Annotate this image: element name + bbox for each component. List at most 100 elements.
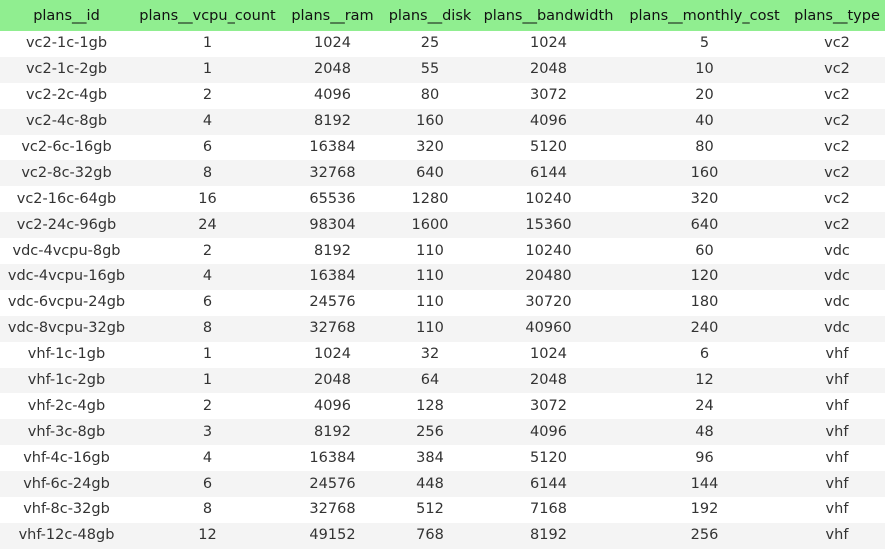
cell-plan-id: vhf-1c-2gb <box>27 372 106 389</box>
cell-ram: 2048 <box>314 372 351 389</box>
cell-bandwidth: 2048 <box>530 61 567 78</box>
cell-monthly-cost: 240 <box>690 320 719 337</box>
cell-monthly-cost: 48 <box>695 423 714 440</box>
cell-plan-id: vhf-12c-48gb <box>18 527 115 544</box>
cell-ram: 16384 <box>309 449 356 466</box>
table-row[interactable]: vhf-6c-24gb 6 24576 448 6144 144 vhf <box>0 471 885 498</box>
cell-bandwidth: 6144 <box>530 475 567 492</box>
cell-disk: 448 <box>416 475 444 492</box>
cell-bandwidth: 3072 <box>530 397 567 414</box>
cell-ram: 1024 <box>314 35 351 52</box>
cell-type: vc2 <box>824 164 850 181</box>
cell-vcpu-count: 8 <box>202 501 213 518</box>
cell-vcpu-count: 2 <box>202 87 213 104</box>
cell-bandwidth: 4096 <box>530 113 567 130</box>
cell-ram: 24576 <box>309 475 356 492</box>
table-row[interactable]: vhf-8c-32gb 8 32768 512 7168 192 vhf <box>0 497 885 523</box>
column-header-plans-monthly-cost[interactable]: plans__monthly_cost <box>629 7 780 24</box>
cell-vcpu-count: 1 <box>202 35 213 52</box>
cell-type: vhf <box>825 372 849 389</box>
cell-type: vhf <box>825 475 849 492</box>
cell-monthly-cost: 80 <box>695 139 714 155</box>
cell-vcpu-count: 24 <box>198 216 217 233</box>
cell-disk: 512 <box>416 501 444 518</box>
table-row[interactable]: vc2-2c-4gb 2 4096 80 3072 20 vc2 <box>0 83 885 109</box>
cell-monthly-cost: 640 <box>690 216 719 233</box>
column-header-plans-ram[interactable]: plans__ram <box>291 7 374 24</box>
cell-plan-id: vdc-4vcpu-8gb <box>12 242 121 259</box>
table-row[interactable]: vdc-4vcpu-8gb 2 8192 110 10240 60 vdc <box>0 238 885 264</box>
table-row[interactable]: vc2-8c-32gb 8 32768 640 6144 160 vc2 <box>0 160 885 187</box>
cell-bandwidth: 5120 <box>530 139 567 155</box>
table-row[interactable]: vc2-1c-2gb 1 2048 55 2048 10 vc2 <box>0 56 885 83</box>
cell-bandwidth: 6144 <box>530 164 567 181</box>
cell-vcpu-count: 6 <box>202 475 213 492</box>
cell-disk: 640 <box>416 164 444 181</box>
cell-type: vc2 <box>824 216 850 233</box>
cell-bandwidth: 3072 <box>530 87 567 104</box>
cell-type: vdc <box>824 320 850 337</box>
cell-monthly-cost: 6 <box>699 346 710 363</box>
column-header-plans-type[interactable]: plans__type <box>794 7 880 24</box>
cell-ram: 65536 <box>309 190 356 207</box>
cell-plan-id: vc2-2c-4gb <box>25 87 108 104</box>
cell-monthly-cost: 96 <box>695 449 714 466</box>
table-row[interactable]: vhf-1c-1gb 1 1024 32 1024 6 vhf <box>0 342 885 368</box>
cell-disk: 80 <box>420 87 440 104</box>
cell-bandwidth: 40960 <box>525 320 572 337</box>
cell-vcpu-count: 16 <box>198 190 217 207</box>
cell-type: vhf <box>825 397 849 414</box>
table-row[interactable]: vdc-6vcpu-24gb 6 24576 110 30720 180 vdc <box>0 290 885 316</box>
table-row[interactable]: vdc-4vcpu-16gb 4 16384 110 20480 120 vdc <box>0 264 885 290</box>
cell-disk: 384 <box>416 449 444 466</box>
table-row[interactable]: vhf-3c-8gb 3 8192 256 4096 48 vhf <box>0 419 885 446</box>
cell-bandwidth: 8192 <box>530 527 567 544</box>
cell-vcpu-count: 2 <box>202 242 213 259</box>
table-row[interactable]: vc2-1c-1gb 1 1024 25 1024 5 vc2 <box>0 31 885 57</box>
cell-plan-id: vhf-8c-32gb <box>23 501 110 518</box>
table-header: plans__id plans__vcpu_count plans__ram p… <box>0 0 885 31</box>
cell-type: vc2 <box>824 139 850 155</box>
cell-type: vdc <box>824 268 850 285</box>
column-header-plans-bandwidth[interactable]: plans__bandwidth <box>483 7 614 24</box>
cell-bandwidth: 30720 <box>525 294 572 311</box>
table-row[interactable]: vhf-12c-48gb 12 49152 768 8192 256 vhf <box>0 522 885 549</box>
column-header-plans-disk[interactable]: plans__disk <box>388 7 472 24</box>
cell-vcpu-count: 12 <box>198 527 217 544</box>
cell-bandwidth: 7168 <box>530 501 567 518</box>
cell-disk: 110 <box>416 242 444 259</box>
cell-plan-id: vc2-1c-2gb <box>25 61 108 78</box>
cell-disk: 768 <box>416 527 444 544</box>
cell-plan-id: vhf-4c-16gb <box>23 449 110 466</box>
cell-disk: 25 <box>420 35 440 52</box>
table-row[interactable]: vdc-8vcpu-32gb 8 32768 110 40960 240 vdc <box>0 315 885 342</box>
table-row[interactable]: vc2-6c-16gb 6 16384 320 5120 80 vc2 <box>0 135 885 161</box>
cell-plan-id: vc2-4c-8gb <box>25 113 108 130</box>
cell-monthly-cost: 20 <box>695 87 714 104</box>
cell-monthly-cost: 120 <box>690 268 719 285</box>
header-row: plans__id plans__vcpu_count plans__ram p… <box>0 0 885 31</box>
cell-type: vc2 <box>824 190 850 207</box>
cell-ram: 1024 <box>314 346 351 363</box>
table-row[interactable]: vhf-1c-2gb 1 2048 64 2048 12 vhf <box>0 367 885 394</box>
table-row[interactable]: vhf-2c-4gb 2 4096 128 3072 24 vhf <box>0 393 885 419</box>
cell-bandwidth: 4096 <box>530 423 567 440</box>
table-row[interactable]: vc2-24c-96gb 24 98304 1600 15360 640 vc2 <box>0 212 885 239</box>
cell-monthly-cost: 5 <box>699 35 710 52</box>
cell-vcpu-count: 8 <box>202 164 213 181</box>
cell-type: vc2 <box>824 87 850 104</box>
cell-monthly-cost: 24 <box>695 397 714 414</box>
cell-disk: 320 <box>416 139 444 155</box>
cell-bandwidth: 1024 <box>530 346 567 363</box>
cell-monthly-cost: 320 <box>690 190 719 207</box>
column-header-plans-id[interactable]: plans__id <box>33 7 100 24</box>
cell-type: vhf <box>825 346 849 363</box>
table-row[interactable]: vhf-4c-16gb 4 16384 384 5120 96 vhf <box>0 445 885 471</box>
cell-disk: 110 <box>416 268 444 285</box>
cell-plan-id: vc2-8c-32gb <box>21 164 112 181</box>
cell-vcpu-count: 4 <box>202 268 213 285</box>
table-row[interactable]: vc2-4c-8gb 4 8192 160 4096 40 vc2 <box>0 108 885 135</box>
column-header-plans-vcpu-count[interactable]: plans__vcpu_count <box>139 7 276 24</box>
table-row[interactable]: vc2-16c-64gb 16 65536 1280 10240 320 vc2 <box>0 186 885 212</box>
cell-disk: 32 <box>420 346 440 363</box>
